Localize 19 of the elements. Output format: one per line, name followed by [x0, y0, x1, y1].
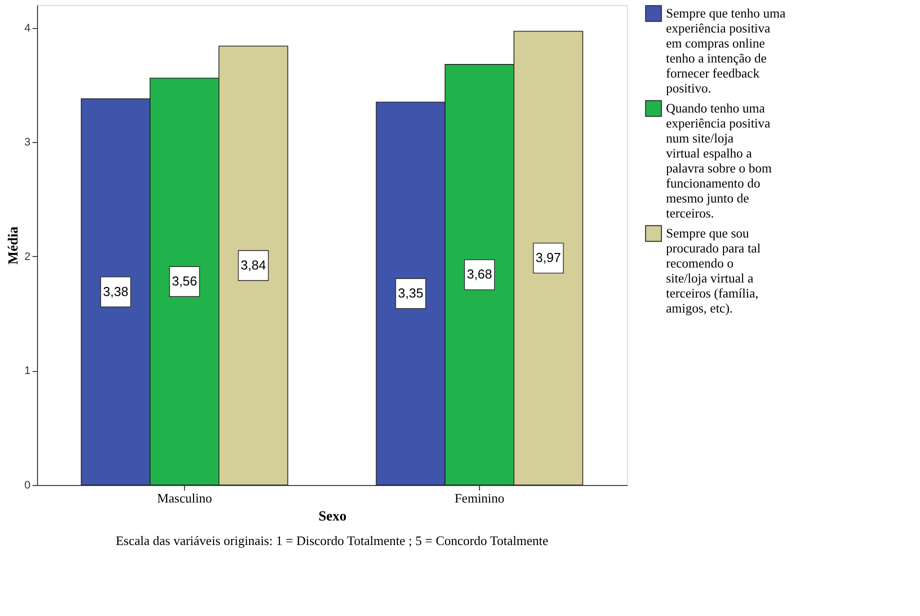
y-tick-label: 4 — [24, 22, 30, 34]
data-label: 3,84 — [240, 258, 266, 273]
y-axis-title: Média — [6, 226, 22, 265]
y-tick-label: 1 — [24, 365, 30, 378]
legend-label: Quando tenho uma experiência positiva num site/loja virtual espalho a palavra sobre o bom funcionamento do mesmo junto de terceiros. — [666, 100, 772, 220]
data-label: 3,35 — [398, 286, 424, 301]
y-tick-label: 0 — [24, 480, 30, 492]
legend-label: Sempre que sou procurado para tal recomendo o site/loja virtual a terceiros (família, amigos, etc). — [666, 226, 761, 316]
x-tick-label: Masculino — [157, 490, 212, 506]
legend-label: Sempre que tenho uma experiência positiva em compras online tenho a intenção de fornecer feedback positivo. — [666, 6, 786, 96]
y-tick-label: 3 — [24, 136, 30, 149]
x-axis-title: Sexo — [318, 510, 346, 524]
data-label: 3,56 — [172, 274, 198, 289]
data-label: 3,38 — [103, 284, 128, 299]
x-tick-label: Feminino — [454, 490, 504, 506]
data-label: 3,68 — [466, 266, 492, 282]
text: Escala das variáveis originais: 1 = Discordo Totalmente ; 5 = Concordo Totalmente — [116, 533, 549, 548]
y-tick-label: 2 — [24, 250, 30, 263]
data-label: 3,97 — [536, 250, 561, 266]
